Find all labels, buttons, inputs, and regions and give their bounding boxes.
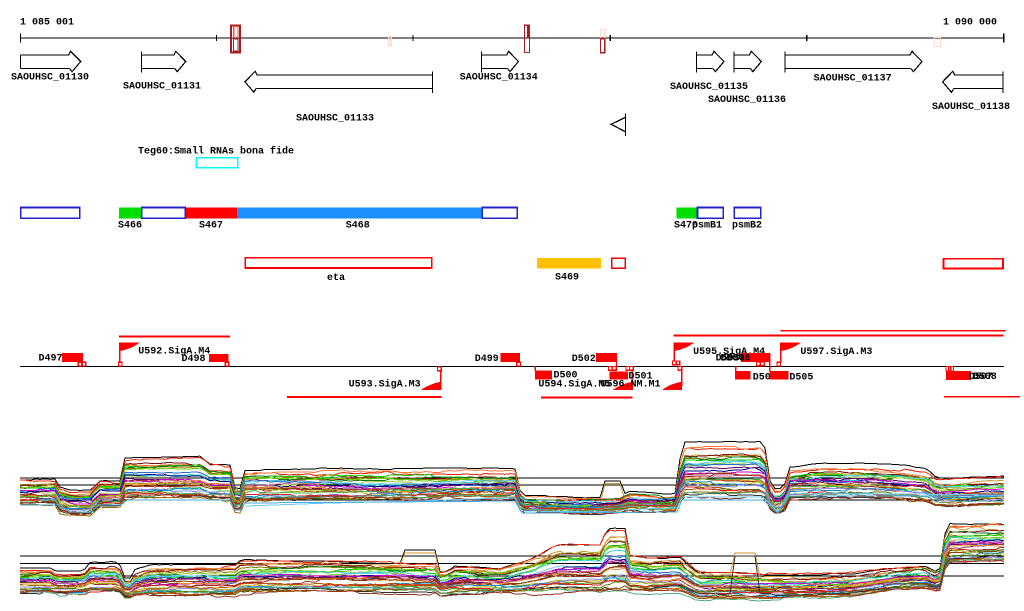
svg-text:D504: D504 xyxy=(753,372,777,383)
svg-text:S467: S467 xyxy=(199,221,223,232)
svg-text:D498: D498 xyxy=(182,354,206,365)
svg-text:Teg60:Small RNAs bona fide: Teg60:Small RNAs bona fide xyxy=(138,146,294,158)
svg-text:S466: S466 xyxy=(118,221,142,232)
svg-text:SAOUHSC_01134: SAOUHSC_01134 xyxy=(460,73,538,84)
svg-text:U594.SigA.M5: U594.SigA.M5 xyxy=(538,378,610,390)
svg-text:S469: S469 xyxy=(555,273,579,284)
svg-text:SAOUHSC_01138: SAOUHSC_01138 xyxy=(932,102,1010,113)
svg-text:D505: D505 xyxy=(789,372,813,383)
svg-text:D503: D503 xyxy=(716,354,740,365)
svg-text:SAOUHSC_01133: SAOUHSC_01133 xyxy=(296,114,374,125)
svg-text:SAOUHSC_01130: SAOUHSC_01130 xyxy=(11,73,89,84)
svg-text:U593.SigA.M3: U593.SigA.M3 xyxy=(349,378,421,390)
svg-text:D499: D499 xyxy=(475,354,499,365)
svg-text:SAOUHSC_01131: SAOUHSC_01131 xyxy=(123,82,201,93)
svg-text:eta: eta xyxy=(327,273,345,284)
svg-text:U592.SigA.M4: U592.SigA.M4 xyxy=(138,346,210,358)
svg-text:1 085 001: 1 085 001 xyxy=(20,18,74,29)
svg-text:SAOUHSC_01137: SAOUHSC_01137 xyxy=(814,74,892,85)
svg-text:D497: D497 xyxy=(39,354,63,365)
svg-text:U597.SigA.M3: U597.SigA.M3 xyxy=(800,346,872,358)
svg-text:psmB2: psmB2 xyxy=(732,221,762,232)
svg-text:SAOUHSC_01136: SAOUHSC_01136 xyxy=(708,95,786,106)
svg-text:psmB1: psmB1 xyxy=(692,221,722,232)
svg-text:S470: S470 xyxy=(674,221,698,232)
svg-text:D502: D502 xyxy=(572,354,596,365)
svg-text:D507: D507 xyxy=(969,372,993,383)
svg-text:S468: S468 xyxy=(346,221,370,232)
svg-text:D508: D508 xyxy=(973,372,997,383)
svg-text:D506: D506 xyxy=(727,354,751,365)
svg-text:U596.NM.M1: U596.NM.M1 xyxy=(601,379,661,390)
svg-text:1 090 000: 1 090 000 xyxy=(943,18,997,29)
svg-text:D500: D500 xyxy=(554,371,578,382)
svg-text:SAOUHSC_01135: SAOUHSC_01135 xyxy=(670,82,748,93)
svg-text:D501: D501 xyxy=(629,372,653,383)
svg-text:D504: D504 xyxy=(721,354,745,365)
